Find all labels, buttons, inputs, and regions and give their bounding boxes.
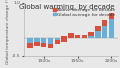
- Bar: [48, 44, 53, 48]
- Bar: [34, 42, 40, 46]
- Bar: [27, 43, 33, 48]
- Bar: [41, 38, 46, 47]
- Bar: [68, 33, 74, 38]
- Bar: [82, 35, 87, 38]
- Bar: [109, 13, 114, 19]
- Bar: [102, 20, 107, 26]
- Bar: [34, 38, 40, 46]
- Bar: [54, 40, 60, 44]
- Bar: [95, 31, 101, 38]
- Bar: [27, 38, 33, 48]
- Bar: [61, 38, 67, 42]
- Bar: [88, 36, 94, 38]
- Y-axis label: Global temperature change (°C): Global temperature change (°C): [6, 0, 10, 64]
- Bar: [54, 38, 60, 44]
- Bar: [102, 26, 107, 38]
- Bar: [61, 36, 67, 42]
- Text: Global warming, by decade: Global warming, by decade: [19, 4, 115, 10]
- Bar: [48, 38, 53, 48]
- Bar: [75, 35, 80, 38]
- Bar: [109, 19, 114, 38]
- Legend: Above average for decade, Global average for decade: Above average for decade, Global average…: [52, 8, 116, 17]
- Bar: [41, 43, 46, 47]
- Bar: [88, 32, 94, 36]
- Bar: [95, 26, 101, 31]
